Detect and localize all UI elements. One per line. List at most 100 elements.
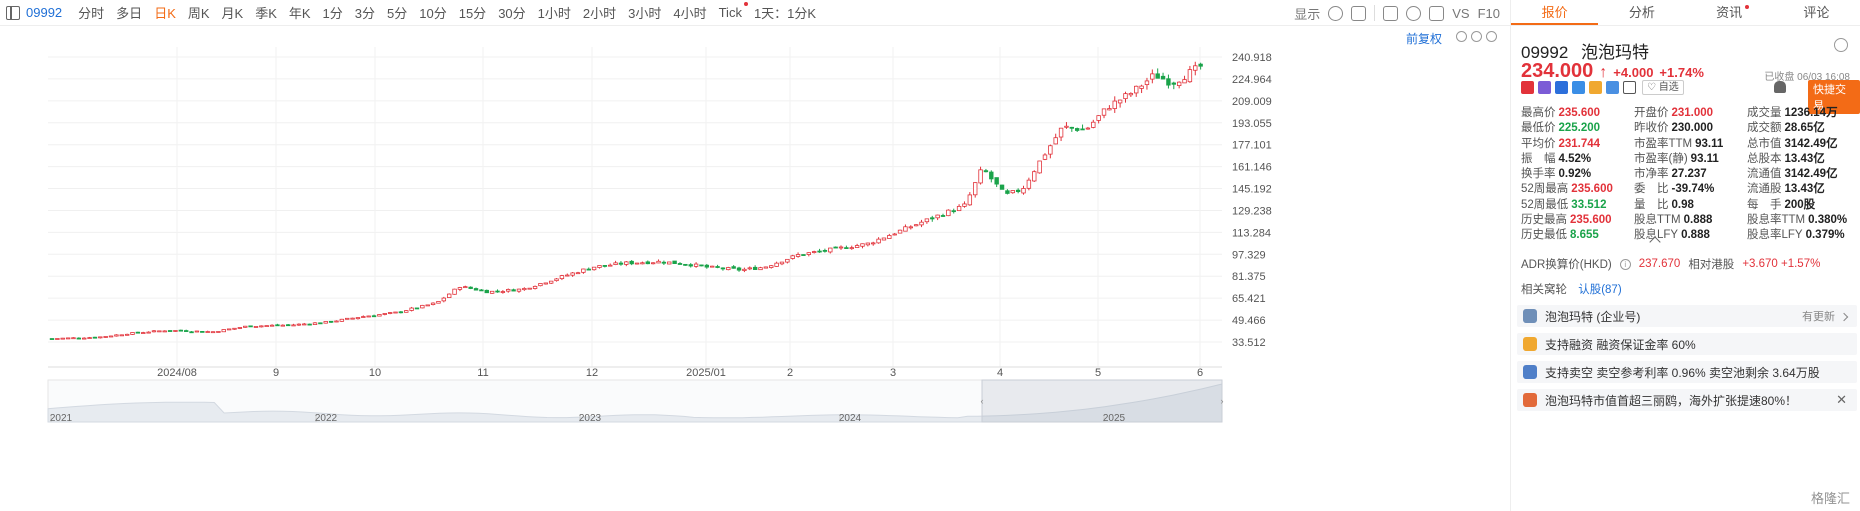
panel-tab-label: 资讯 [1716,5,1743,20]
period-tab[interactable]: 2小时 [582,6,617,21]
info-card[interactable]: 支持融资 融资保证金率 60% [1517,333,1857,355]
candle-body [441,297,447,302]
info-card[interactable]: 泡泡玛特 (企业号) 有更新 [1517,305,1857,327]
tag-icon [1606,81,1619,94]
related-warrants: 相关窝轮 认股(87) [1521,281,1622,297]
candle-body [1112,100,1117,109]
candle-body [1010,190,1015,194]
candle-body [919,221,924,226]
f10-button[interactable]: F10 [1477,5,1500,21]
candle-body [806,252,812,255]
stat-value: 3142.49亿 [1784,168,1838,181]
period-tab[interactable]: 3小时 [628,6,662,21]
display-dropdown[interactable]: 显示 [1294,6,1321,22]
x-tick-label: 2 [787,367,793,379]
period-tab[interactable]: 日K [154,6,176,21]
period-tab[interactable]: 10分 [419,6,447,21]
stat-label: 市盈率(静) [1634,152,1688,165]
candle-body [522,288,527,291]
vs-button[interactable]: VS [1452,5,1470,21]
add-favorite-button[interactable]: ♡ 自选 [1642,80,1684,95]
settings-icon[interactable] [1328,5,1344,21]
period-tab[interactable]: 1小时 [537,6,571,21]
panel-tab[interactable]: 资讯 [1686,0,1773,25]
panel-tab[interactable]: 评论 [1773,0,1860,25]
sidebar-toggle-icon[interactable] [6,5,20,20]
candle-body [1150,73,1155,80]
x-tick-label: 12 [586,367,598,379]
layout-icon[interactable] [1351,5,1367,21]
period-tab[interactable]: 3分 [354,6,376,21]
stat-cell: 换手率 0.92% [1521,167,1634,182]
period-tab[interactable]: 5分 [387,6,408,21]
candle-body [844,247,849,250]
candle-body [736,267,742,271]
period-tab[interactable]: 30分 [498,6,526,21]
stat-label: 每 手 [1747,198,1782,211]
candle-body [833,246,838,249]
info-card[interactable]: 支持卖空 卖空参考利率 0.96% 卖空池剩余 3.64万股 [1517,361,1857,383]
candle-body [468,286,473,289]
candle-body [543,282,549,285]
info-card[interactable]: 泡泡玛特市值首超三丽鸥，海外扩张提速80%！ ✕ [1517,389,1857,411]
stat-label: 开盘价 [1634,107,1669,119]
zoom-in-icon[interactable] [1486,31,1497,42]
y-tick-label: 240.918 [1232,52,1272,64]
y-tick-label: 129.238 [1232,205,1272,217]
camera-icon[interactable] [1383,5,1399,21]
info-icon[interactable]: i [1619,258,1631,270]
period-tab[interactable]: 多日 [116,6,143,21]
candle-body [613,262,618,265]
period-tab[interactable]: 月K [221,6,244,21]
candle-body [1198,63,1203,67]
stock-tags: ♡ 自选 [1521,80,1684,95]
period-tab[interactable]: 周K [187,6,210,21]
period-tab[interactable]: 15分 [458,6,487,21]
quick-trade-button[interactable]: 快捷交易 [1808,80,1860,114]
candle-body [887,235,892,239]
candle-body [656,260,661,264]
zoom-out-icon[interactable] [1471,31,1482,42]
period-tab[interactable]: 年K [288,6,311,21]
period-tab[interactable]: 1分 [322,6,343,21]
overview-selection-window [981,379,1223,423]
period-tab[interactable]: 4小时 [673,6,707,21]
period-tab[interactable]: Tick [713,2,748,20]
adjust-mode-link[interactable]: 前复权 [1406,32,1443,46]
candle-body [1053,137,1058,145]
stat-value: 3142.49亿 [1784,137,1838,150]
gear-icon[interactable] [1834,38,1848,52]
candle-body [189,331,194,334]
stat-label: 总股本 [1747,152,1782,165]
warrants-link[interactable]: 认股(87) [1578,284,1622,296]
period-tab[interactable]: 季K [255,6,277,21]
reset-icon[interactable] [1456,31,1467,42]
overview-year-label: 2021 [50,413,73,424]
panel-tab-label: 报价 [1541,5,1568,20]
draw-tool-icon[interactable] [1406,5,1422,21]
panel-tab[interactable]: 报价 [1511,0,1599,25]
candle-body [1134,85,1139,94]
option-icon [1572,81,1585,94]
candle-body [484,289,489,294]
candle-body [1160,75,1166,80]
bell-icon[interactable] [1774,81,1786,93]
panel-tab[interactable]: 分析 [1598,0,1685,25]
candle-body [216,331,221,333]
stat-cell: 股息TTM 0.888 [1634,213,1747,228]
candle-body [108,335,114,338]
close-icon[interactable]: ✕ [1836,392,1847,407]
divider [1374,5,1376,21]
candle-body [618,262,624,265]
kline-chart[interactable]: 240.918 224.964 209.009 193.055 177.101 161.1… [0,26,1510,511]
candle-body [1182,79,1187,84]
period-tab[interactable]: 分时 [78,6,105,21]
candle-body [1171,82,1176,85]
fullscreen-icon[interactable] [1429,5,1445,21]
period-tab[interactable]: 1天：1分K [753,6,817,21]
panel-tab-label: 评论 [1803,5,1830,20]
candle-body [339,318,345,322]
period-selector: 分时 多日 日K 周K 月K 季K 年K 1分 3分 5分 10分 15分 30分 1小时 2小时 3小时 4小… [72,2,822,22]
candle-body [881,237,887,241]
stat-value: 235.600 [1571,183,1613,196]
